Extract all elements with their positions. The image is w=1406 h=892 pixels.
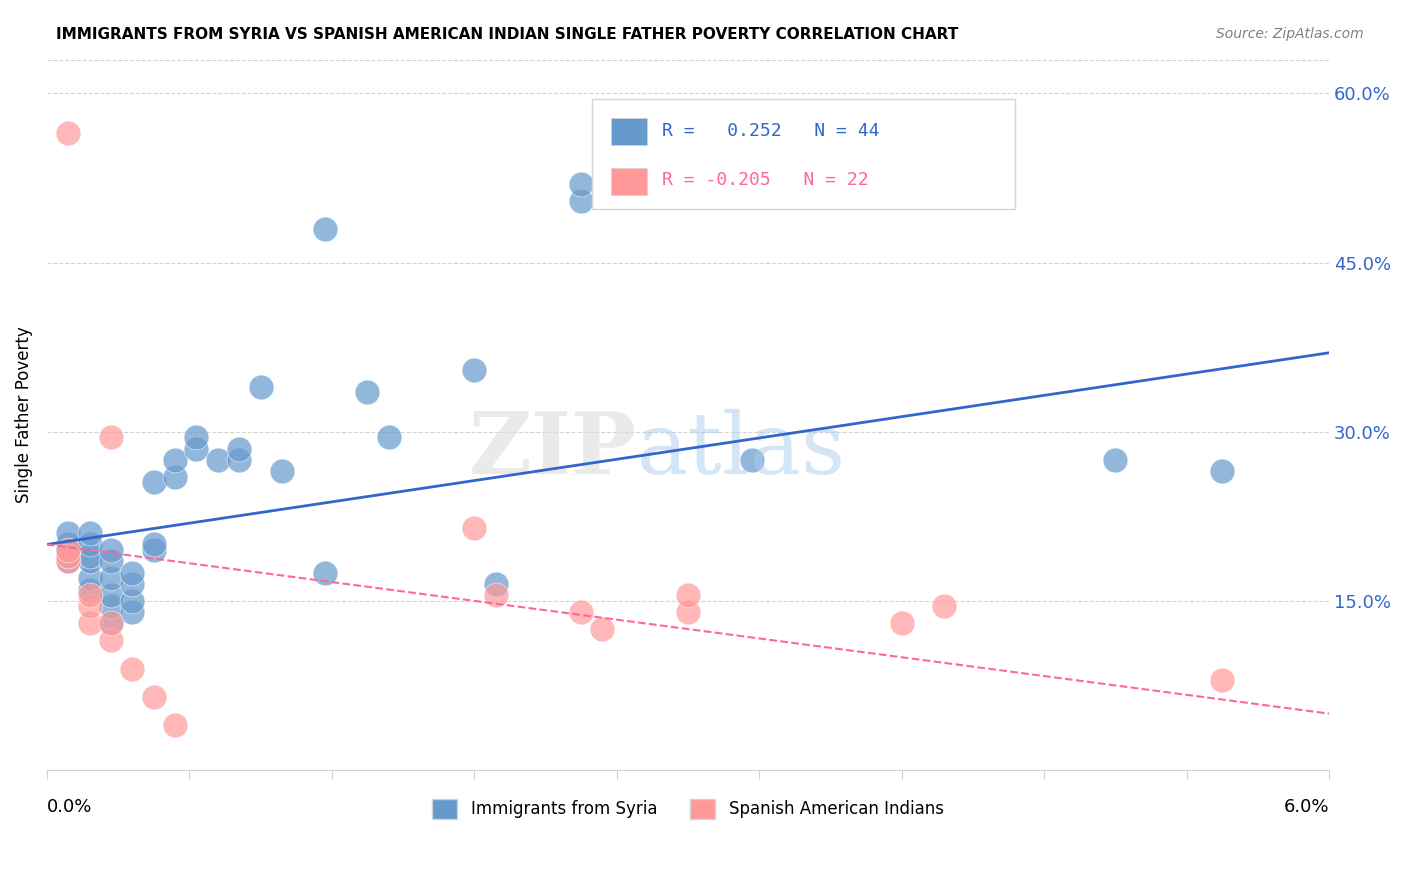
Point	[569, 194, 592, 208]
Legend: Immigrants from Syria, Spanish American Indians: Immigrants from Syria, Spanish American …	[426, 792, 950, 826]
Point	[58, 554, 80, 568]
Point	[207, 453, 229, 467]
Point	[890, 616, 912, 631]
Point	[100, 430, 122, 444]
Point	[79, 599, 101, 614]
Point	[121, 661, 143, 675]
Point	[165, 470, 187, 484]
Point	[165, 718, 187, 732]
Text: IMMIGRANTS FROM SYRIA VS SPANISH AMERICAN INDIAN SINGLE FATHER POVERTY CORRELATI: IMMIGRANTS FROM SYRIA VS SPANISH AMERICA…	[56, 27, 959, 42]
Point	[186, 442, 208, 456]
Point	[79, 571, 101, 585]
Point	[485, 588, 508, 602]
Point	[58, 543, 80, 558]
Bar	[612, 118, 647, 145]
Point	[1211, 673, 1233, 687]
Point	[186, 430, 208, 444]
Point	[741, 453, 763, 467]
Y-axis label: Single Father Poverty: Single Father Poverty	[15, 326, 32, 503]
Point	[58, 549, 80, 563]
Point	[100, 543, 122, 558]
Point	[165, 453, 187, 467]
Point	[58, 126, 80, 140]
Point	[121, 605, 143, 619]
Text: 6.0%: 6.0%	[1284, 798, 1329, 816]
Point	[485, 577, 508, 591]
Point	[100, 554, 122, 568]
Point	[121, 577, 143, 591]
Point	[356, 385, 378, 400]
Point	[100, 571, 122, 585]
Point	[58, 543, 80, 558]
Point	[463, 362, 485, 376]
Point	[79, 537, 101, 551]
Point	[249, 379, 271, 393]
Point	[79, 554, 101, 568]
Point	[79, 526, 101, 541]
Point	[79, 616, 101, 631]
Point	[79, 549, 101, 563]
Text: 0.0%: 0.0%	[46, 798, 93, 816]
Text: R =   0.252   N = 44: R = 0.252 N = 44	[662, 121, 880, 140]
Point	[100, 599, 122, 614]
Point	[228, 442, 250, 456]
Point	[142, 537, 165, 551]
Point	[58, 526, 80, 541]
Point	[142, 475, 165, 490]
Point	[271, 464, 294, 478]
Point	[228, 453, 250, 467]
Point	[79, 582, 101, 597]
Point	[58, 554, 80, 568]
Text: atlas: atlas	[637, 409, 846, 491]
Point	[58, 549, 80, 563]
Point	[314, 221, 336, 235]
Point	[463, 520, 485, 534]
Text: Source: ZipAtlas.com: Source: ZipAtlas.com	[1216, 27, 1364, 41]
Point	[569, 177, 592, 191]
Point	[142, 543, 165, 558]
Point	[121, 594, 143, 608]
Point	[142, 690, 165, 704]
Point	[58, 537, 80, 551]
Point	[100, 616, 122, 631]
Point	[100, 616, 122, 631]
Point	[79, 588, 101, 602]
Bar	[592, 99, 1015, 209]
Text: R = -0.205   N = 22: R = -0.205 N = 22	[662, 171, 869, 189]
Point	[592, 622, 614, 636]
Point	[1211, 464, 1233, 478]
Point	[676, 588, 699, 602]
Bar	[612, 168, 647, 194]
Point	[378, 430, 401, 444]
Text: ZIP: ZIP	[470, 409, 637, 492]
Point	[314, 566, 336, 580]
Point	[100, 588, 122, 602]
Point	[569, 605, 592, 619]
Point	[1104, 453, 1126, 467]
Point	[121, 566, 143, 580]
Point	[100, 633, 122, 648]
Point	[934, 599, 956, 614]
Point	[676, 605, 699, 619]
